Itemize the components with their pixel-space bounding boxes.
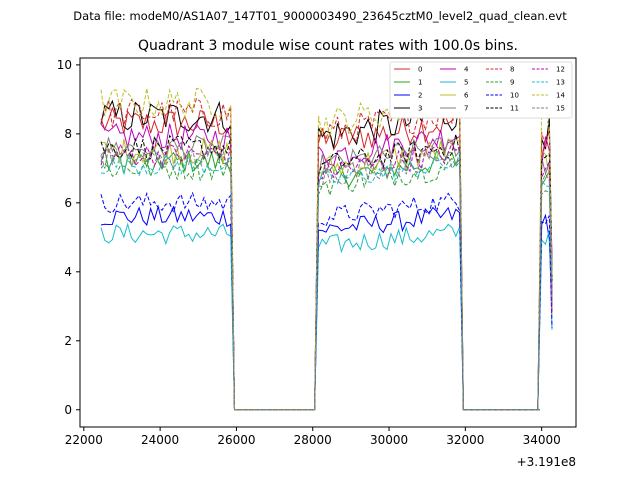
series-line-14: [100, 88, 553, 411]
legend-label: 9: [510, 79, 514, 87]
series-line-11: [100, 134, 553, 411]
legend-label: 4: [464, 66, 469, 74]
x-tick-label: 22000: [65, 433, 103, 447]
x-tick-label: 28000: [294, 433, 332, 447]
y-tick-label: 6: [64, 196, 72, 210]
legend-label: 7: [464, 105, 468, 113]
x-offset-label: +3.191e8: [517, 455, 576, 469]
series-line-12: [100, 142, 553, 411]
y-axis: 0 2 4 6 8 10: [57, 58, 80, 417]
x-axis: 22000 24000 26000 28000 30000 32000 34000: [65, 427, 561, 447]
x-tick-label: 30000: [370, 433, 408, 447]
series-line-15: [100, 146, 553, 411]
chart-title: Quadrant 3 module wise count rates with …: [138, 38, 518, 54]
legend-label: 5: [464, 79, 468, 87]
legend-label: 12: [556, 66, 565, 74]
series-line-2: [100, 204, 553, 411]
y-tick-label: 0: [64, 403, 72, 417]
y-tick-label: 10: [57, 58, 72, 72]
x-tick-label: 34000: [523, 433, 561, 447]
series-line-6: [100, 136, 553, 411]
legend-label: 14: [556, 92, 565, 100]
legend-label: 2: [418, 92, 422, 100]
y-tick-label: 8: [64, 127, 72, 141]
series-line-5: [100, 222, 553, 411]
series-line-4: [100, 122, 553, 411]
series-line-7: [100, 135, 553, 411]
legend-label: 0: [418, 66, 422, 74]
legend-label: 13: [556, 79, 565, 87]
legend-label: 1: [418, 79, 422, 87]
x-tick-label: 24000: [141, 433, 179, 447]
series-layer: [100, 88, 553, 411]
y-tick-label: 2: [64, 334, 72, 348]
legend-label: 3: [418, 105, 422, 113]
x-tick-label: 32000: [446, 433, 484, 447]
y-tick-label: 4: [64, 265, 72, 279]
legend-label: 10: [510, 92, 519, 100]
series-line-8: [100, 97, 553, 411]
series-line-9: [100, 156, 553, 411]
legend-label: 15: [556, 105, 565, 113]
legend-label: 6: [464, 92, 469, 100]
series-line-13: [100, 152, 553, 411]
series-line-1: [100, 148, 553, 411]
x-tick-label: 26000: [217, 433, 255, 447]
legend-box: [389, 61, 573, 119]
series-line-10: [100, 191, 553, 411]
legend-label: 11: [510, 105, 519, 113]
legend-label: 8: [510, 66, 514, 74]
series-line-0: [100, 106, 553, 411]
plot-frame: [79, 57, 577, 428]
chart-suptitle: Data file: modeM0/AS1A07_147T01_90000034…: [73, 9, 567, 23]
